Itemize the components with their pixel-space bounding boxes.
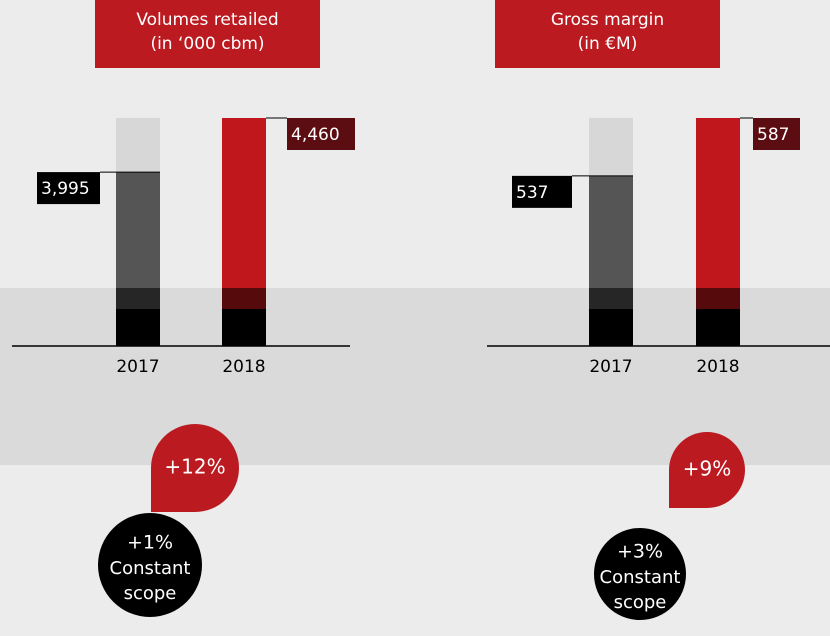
constant-scope-growth: +1%	[127, 532, 173, 554]
chart-title: (in ‘000 cbm)	[150, 34, 264, 54]
growth-bubble	[151, 424, 239, 512]
constant-scope-label: Constant	[600, 567, 681, 588]
title-box	[495, 0, 720, 68]
growth-label: +12%	[164, 455, 225, 479]
constant-scope-label: scope	[124, 583, 177, 604]
value-label-box	[512, 175, 572, 208]
value-label: 4,460	[291, 125, 340, 145]
constant-scope-bubble	[594, 528, 686, 620]
title-box	[95, 0, 320, 68]
value-label: 537	[516, 183, 548, 203]
constant-scope-label: Constant	[110, 558, 191, 579]
bar-shade	[589, 288, 633, 309]
value-label: 587	[757, 125, 789, 145]
bar-shade	[696, 288, 740, 309]
value-label: 3,995	[41, 179, 90, 199]
bar-shade	[116, 288, 160, 309]
growth-label: +9%	[683, 457, 732, 481]
bar-foot	[116, 309, 160, 346]
bar-foot	[589, 309, 633, 346]
growth-bubble	[669, 432, 745, 508]
value-label-box	[37, 172, 100, 205]
chart-title: (in €M)	[578, 34, 638, 54]
constant-scope-growth: +3%	[617, 541, 663, 563]
constant-scope-bubble	[98, 513, 202, 617]
value-label-box	[287, 118, 355, 150]
x-tick-label: 2017	[116, 357, 159, 377]
x-tick-label: 2017	[589, 357, 632, 377]
chart-title: Gross margin	[551, 10, 664, 30]
constant-scope-label: scope	[614, 592, 667, 613]
x-tick-label: 2018	[696, 357, 739, 377]
bar-foot	[696, 309, 740, 346]
bar-shade	[222, 288, 266, 309]
bar-foot	[222, 309, 266, 346]
value-label-box	[753, 118, 800, 150]
chart-title: Volumes retailed	[136, 10, 278, 30]
x-tick-label: 2018	[222, 357, 265, 377]
